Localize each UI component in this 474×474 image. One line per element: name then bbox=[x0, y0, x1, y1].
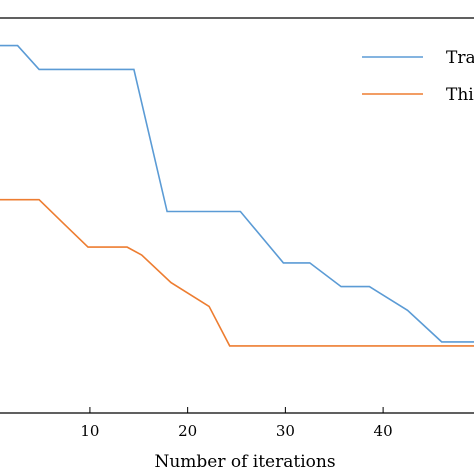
x-axis-ticks: 10 20 30 40 bbox=[80, 407, 393, 440]
series-lines bbox=[0, 44, 474, 347]
legend-label-1: Tra bbox=[446, 48, 474, 68]
x-tick-label: 10 bbox=[80, 422, 99, 440]
x-tick-label: 40 bbox=[374, 422, 393, 440]
x-tick-label: 30 bbox=[276, 422, 295, 440]
plot-frame bbox=[0, 17, 474, 414]
legend: Tra Thi bbox=[362, 48, 474, 105]
x-axis-label: Number of iterations bbox=[154, 452, 335, 472]
series-line-2 bbox=[0, 198, 474, 347]
legend-label-2: Thi bbox=[446, 85, 474, 105]
x-tick-label: 20 bbox=[178, 422, 197, 440]
series-line-1 bbox=[0, 44, 474, 343]
